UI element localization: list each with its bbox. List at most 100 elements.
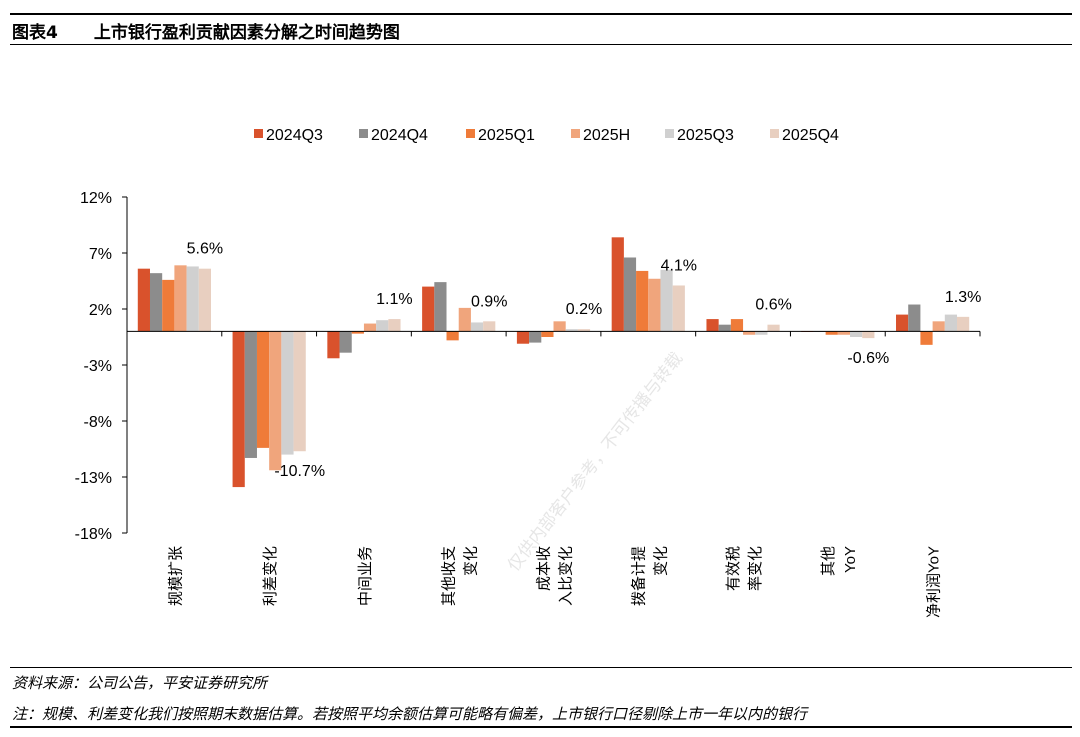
bar-2025H-5 (648, 278, 661, 332)
legend-label: 2025Q1 (478, 127, 535, 144)
bar-2025Q1-0 (162, 279, 175, 332)
bar-2025Q3-1 (281, 331, 294, 455)
x-tick-label: 有效税 (725, 546, 742, 591)
x-tick-label: 入比变化 (558, 546, 575, 606)
bar-2025Q4-6 (767, 324, 780, 332)
data-label: -0.6% (847, 350, 889, 367)
bar-2025Q4-2 (388, 319, 401, 332)
x-axis (126, 330, 981, 337)
bar-2025H-3 (458, 307, 471, 332)
data-labels: 5.6% -10.7% 1.1% 0.9% 0.2% 4.1% 0.6% -0.6% 1.3% (187, 241, 982, 481)
y-tick-label: 12% (80, 190, 112, 207)
bar-2024Q4-0 (149, 273, 163, 332)
bar-2025H-8 (932, 321, 945, 332)
bar-2025Q4-0 (198, 268, 211, 332)
y-tick-label: 2% (89, 302, 112, 319)
bar-2025Q1-3 (446, 331, 459, 341)
x-tick-label: YoY (842, 546, 859, 573)
data-label: 1.3% (945, 289, 981, 306)
data-label: 0.9% (471, 293, 507, 310)
legend-swatch-2025H (571, 129, 580, 138)
bar-2025Q4-1 (293, 331, 306, 452)
bar-2024Q3-3 (422, 286, 435, 332)
footnote: 注：规模、利差变化我们按照期末数据估算。若按照平均余额估算可能略有偏差，上市银行… (12, 705, 808, 723)
bar-2025Q3-7 (850, 331, 863, 337)
title-bottom-rule (10, 44, 1072, 45)
bar-2024Q3-5 (611, 237, 624, 332)
bar-2025Q3-8 (944, 314, 958, 332)
bar-2025Q1-5 (636, 270, 649, 332)
bar-2024Q4-6 (718, 324, 731, 332)
legend-label: 2024Q3 (266, 127, 323, 144)
figure-title: 图表4 上市银行盈利贡献因素分解之时间趋势图 (12, 18, 400, 43)
bar-2024Q3-6 (706, 319, 719, 332)
x-tick-label: 其他收支 (441, 546, 458, 606)
bar-2025Q3-2 (376, 320, 389, 332)
legend-swatch-2025Q3 (665, 129, 674, 138)
legend-label: 2025Q3 (677, 127, 734, 144)
data-label: 0.2% (566, 301, 602, 318)
x-tick-labels: 规模扩张 利差变化 中间业务 其他收支 变化 成本收 入比变化 拨备计提 变化 有效税 率变化 其他 Y… (167, 546, 942, 618)
bar-2025Q1-8 (920, 331, 933, 345)
legend-label: 2025H (583, 127, 630, 144)
x-tick-label: 拨备计提 (630, 546, 647, 606)
title-top-rule (10, 13, 1072, 15)
legend-label: 2024Q4 (371, 127, 428, 144)
legend-swatch-2024Q3 (254, 129, 263, 138)
x-tick-label: 其他 (820, 546, 837, 576)
legend-label: 2025Q4 (782, 127, 839, 144)
y-tick-label: -3% (84, 358, 112, 375)
figure-title-text: 上市银行盈利贡献因素分解之时间趋势图 (93, 23, 400, 43)
legend-swatch-2024Q4 (359, 129, 368, 138)
bar-2025Q1-7 (825, 331, 838, 335)
figure-label: 图表4 (12, 23, 58, 43)
bar-2024Q4-3 (434, 282, 447, 332)
bar-2024Q3-2 (327, 331, 340, 359)
data-label: 1.1% (376, 291, 412, 308)
bar-2025Q3-4 (565, 329, 578, 332)
bar-2025H-2 (363, 323, 377, 332)
y-tick-label: -8% (84, 414, 112, 431)
data-label: -10.7% (274, 463, 325, 480)
bar-2025H-4 (553, 321, 566, 332)
bar-2024Q3-1 (232, 331, 245, 488)
x-tick-label: 中间业务 (357, 546, 374, 606)
x-tick-label: 规模扩张 (167, 546, 184, 606)
source-note: 资料来源：公司公告，平安证券研究所 (12, 674, 268, 692)
bars-layer (137, 237, 970, 488)
y-axis: -18% -13% -8% -3% 2% 7% 12% (75, 190, 128, 543)
bar-2024Q3-8 (896, 314, 909, 332)
x-tick-label: 成本收 (536, 546, 553, 591)
y-tick-label: 7% (89, 246, 112, 263)
bar-2024Q4-5 (623, 257, 637, 332)
y-tick-label: -13% (75, 470, 112, 487)
bar-2025Q3-0 (186, 266, 199, 332)
x-tick-label: 利差变化 (262, 546, 279, 606)
bar-2025Q4-4 (577, 329, 591, 332)
bar-2025Q1-6 (730, 319, 744, 332)
bar-2024Q3-4 (516, 331, 530, 344)
bar-2025Q1-4 (541, 331, 554, 337)
bar-2025Q3-6 (755, 331, 768, 335)
bar-2025H-6 (743, 331, 756, 335)
legend-swatch-2025Q4 (770, 129, 779, 138)
bar-2025Q4-5 (672, 285, 685, 332)
data-label: 4.1% (661, 258, 697, 275)
x-tick-label: 变化 (652, 546, 669, 576)
bar-2025Q3-5 (660, 269, 673, 332)
y-tick-label: -18% (75, 526, 112, 543)
bar-2025H-7 (837, 331, 851, 335)
bar-2025Q4-8 (957, 316, 970, 332)
bar-2025Q4-3 (483, 321, 496, 332)
x-tick-label: 率变化 (747, 546, 764, 591)
bar-2024Q4-1 (244, 331, 257, 458)
footer-bottom-rule (10, 726, 1072, 728)
data-label: 5.6% (187, 241, 223, 258)
bar-2024Q4-8 (908, 304, 921, 332)
bar-2025H-0 (174, 265, 187, 332)
bar-2025Q3-3 (470, 322, 484, 332)
legend-swatch-2025Q1 (466, 129, 475, 138)
bar-2024Q4-4 (529, 331, 542, 343)
bar-2025H-1 (269, 331, 282, 471)
